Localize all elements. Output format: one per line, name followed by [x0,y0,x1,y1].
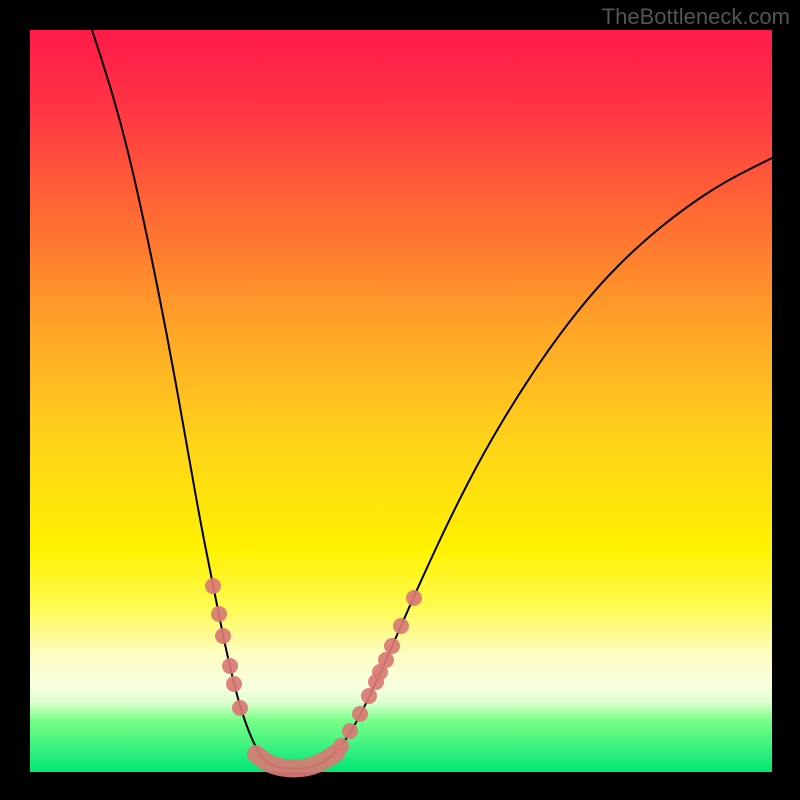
bottleneck-curve-plot [0,0,800,800]
marker-dot-left [211,606,227,622]
frame-border [772,0,800,800]
marker-dot-right [342,723,358,739]
watermark-text: TheBottleneck.com [602,4,790,30]
marker-dot-right [352,706,368,722]
marker-dot-right [384,638,400,654]
marker-dot-left [226,676,242,692]
chart-frame: TheBottleneck.com [0,0,800,800]
frame-border [0,0,30,800]
marker-dot-right [393,618,409,634]
marker-dot-left [232,700,248,716]
marker-dot-right [378,652,394,668]
marker-dot-right [406,590,422,606]
gradient-background [30,30,772,772]
marker-dot-left [205,578,221,594]
frame-border [0,772,800,800]
marker-dot-left [222,658,238,674]
marker-dot-right [333,738,349,754]
marker-dot-right [361,688,377,704]
marker-dot-left [215,628,231,644]
